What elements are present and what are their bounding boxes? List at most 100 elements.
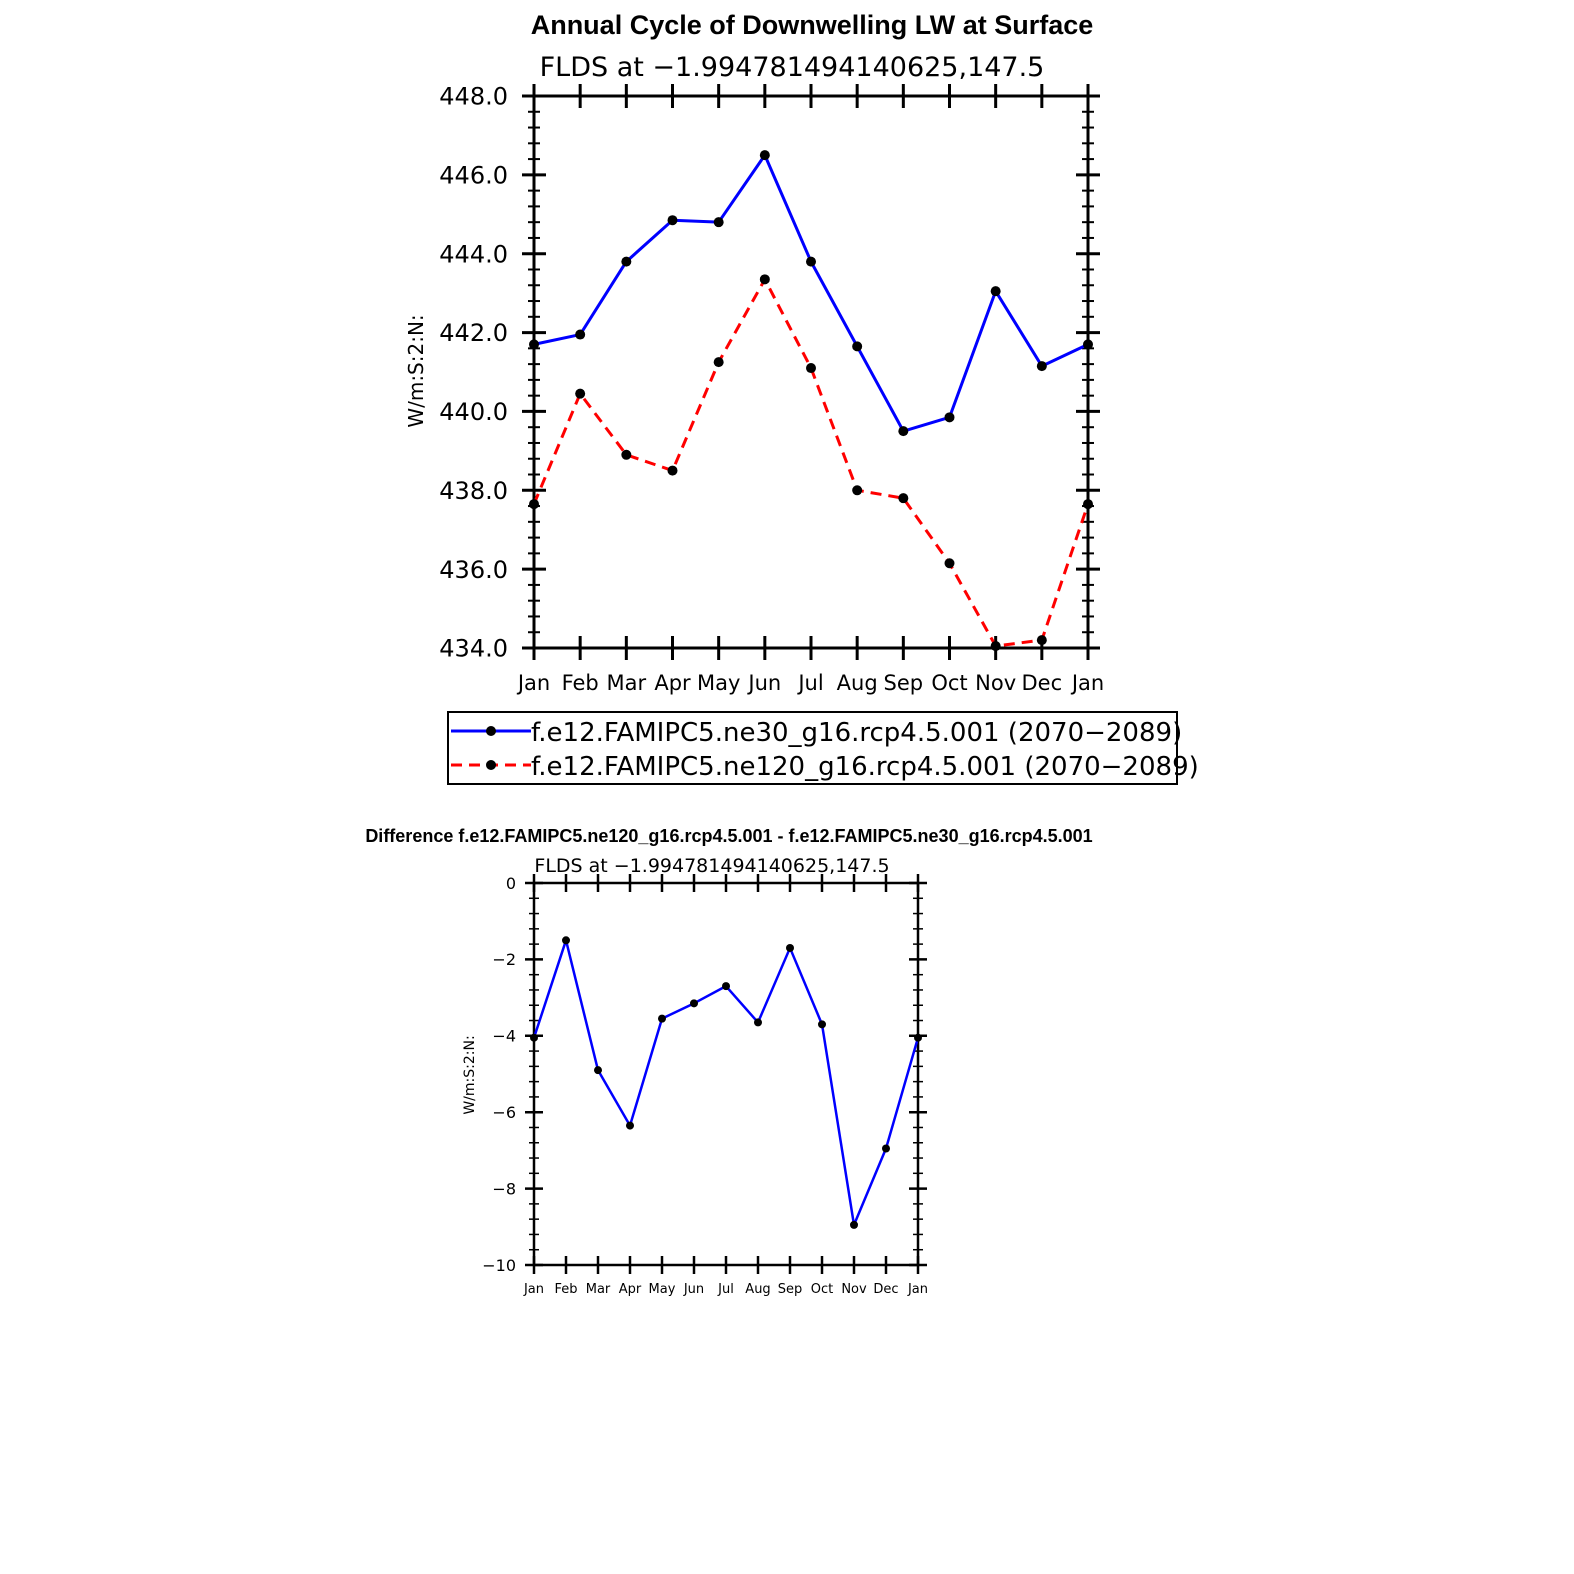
bottom-series-0-point [690, 999, 698, 1008]
bottom-ytick-label: −10 [482, 1256, 516, 1275]
bottom-series-0-point [914, 1033, 922, 1042]
top-xtick-label: Mar [607, 671, 647, 695]
top-ytick-label: 440.0 [439, 398, 508, 426]
top-chart-legend: f.e12.FAMIPC5.ne30_g16.rcp4.5.001 (2070−… [447, 711, 1199, 785]
top-chart-x-tick-labels: Jan Feb Mar Apr May Jun Jul Aug Sep Oct Nov Dec Jan [516, 671, 1104, 695]
legend-box [447, 711, 1178, 785]
bottom-chart-title: Difference f.e12.FAMIPC5.ne120_g16.rcp4.… [365, 826, 1092, 846]
annual-cycle-chart: Annual Cycle of Downwelling LW at Surfac… [404, 10, 1199, 785]
top-chart-subtitle: FLDS at −1.994781494140625,147.5 [540, 52, 1045, 83]
bottom-chart-y-tick-labels: 0 −2 −4 −6 −8 −10 [482, 874, 516, 1275]
top-series-0-point [529, 339, 539, 350]
difference-chart: Difference f.e12.FAMIPC5.ne120_g16.rcp4.… [365, 826, 1092, 1297]
top-series-0-point [944, 412, 955, 423]
bottom-xtick-label: Apr [619, 1282, 642, 1297]
top-chart-title: Annual Cycle of Downwelling LW at Surfac… [531, 10, 1094, 40]
bottom-series-0-point [818, 1020, 826, 1029]
bottom-series-0-point [594, 1066, 602, 1075]
top-xtick-label: Jun [746, 671, 781, 695]
top-ytick-label: 446.0 [439, 161, 508, 189]
top-series-1-point [898, 493, 909, 504]
legend-label-ne30: f.e12.FAMIPC5.ne30_g16.rcp4.5.001 (2070−… [531, 718, 1182, 748]
top-series-0-point [575, 329, 586, 340]
top-xtick-label: Jan [516, 671, 550, 695]
top-series-1-point [759, 274, 770, 285]
bottom-xtick-label: Jan [907, 1282, 928, 1297]
bottom-series-0-point [626, 1121, 634, 1130]
top-series-0-point [621, 256, 632, 267]
top-series-0-point [852, 341, 863, 352]
bottom-series-0-point [882, 1144, 890, 1153]
bottom-xtick-label: Jun [683, 1282, 704, 1297]
top-series-0-point [759, 150, 770, 161]
bottom-ytick-label: −2 [492, 950, 516, 969]
bottom-ytick-label: −4 [492, 1027, 516, 1046]
bottom-series-0-point [658, 1014, 666, 1023]
top-series-1-point [806, 363, 816, 374]
top-series-1-point [667, 465, 678, 476]
top-series-0-point [898, 426, 909, 437]
top-series-1-point [1036, 635, 1047, 646]
top-chart-ticks [522, 84, 1100, 660]
top-ytick-label: 438.0 [439, 477, 508, 505]
top-series-0-point [806, 256, 816, 267]
bottom-series-0-point [850, 1220, 858, 1229]
top-chart-ylabel: W/m:S:2:N: [404, 314, 428, 427]
bottom-xtick-label: May [649, 1282, 676, 1297]
top-chart-series [529, 150, 1093, 652]
bottom-ytick-label: −8 [492, 1179, 516, 1198]
bottom-ytick-label: −6 [492, 1103, 516, 1122]
top-series-1-point [713, 357, 724, 368]
top-series-line-1 [532, 277, 1090, 648]
bottom-chart-subtitle: FLDS at −1.994781494140625,147.5 [534, 855, 889, 877]
bottom-chart-ticks [525, 874, 927, 1274]
bottom-chart-x-tick-labels: Jan Feb Mar Apr May Jun Jul Aug Sep Oct Nov Dec Jan [523, 1282, 928, 1297]
bottom-xtick-label: Dec [873, 1282, 898, 1297]
top-xtick-label: Oct [931, 671, 967, 695]
top-xtick-label: May [697, 671, 740, 695]
bottom-series-0-point [754, 1018, 762, 1027]
top-xtick-label: Sep [884, 671, 924, 695]
legend-label-ne120: f.e12.FAMIPC5.ne120_g16.rcp4.5.001 (2070… [531, 752, 1199, 782]
top-series-0-point [1083, 339, 1093, 350]
bottom-chart-series [530, 936, 922, 1229]
legend-marker-ne120 [486, 760, 496, 770]
top-ytick-label: 448.0 [439, 83, 508, 111]
top-chart-y-tick-labels: 434.0 436.0 438.0 440.0 442.0 444.0 446.0 448.0 [439, 83, 508, 663]
top-xtick-label: Apr [654, 671, 691, 695]
bottom-xtick-label: Oct [811, 1282, 833, 1297]
bottom-series-0-point [530, 1033, 538, 1042]
bottom-series-0-point [562, 936, 570, 945]
bottom-series-0-point [722, 982, 730, 991]
bottom-xtick-label: Feb [554, 1282, 577, 1297]
top-series-1-point [944, 558, 955, 569]
top-series-0-point [1036, 361, 1047, 372]
bottom-series-0-point [786, 943, 794, 952]
top-series-1-point [852, 485, 863, 496]
top-series-0-point [667, 215, 678, 226]
top-series-1-point [575, 388, 586, 399]
top-xtick-label: Dec [1022, 671, 1063, 695]
top-series-0-point [713, 217, 724, 228]
top-xtick-label: Jul [796, 671, 823, 695]
top-ytick-label: 444.0 [439, 240, 508, 268]
top-ytick-label: 442.0 [439, 319, 508, 347]
top-series-0-point [990, 286, 1001, 297]
bottom-xtick-label: Nov [841, 1282, 867, 1297]
bottom-xtick-label: Aug [745, 1282, 770, 1297]
bottom-xtick-label: Jan [523, 1282, 544, 1297]
top-series-1-point [529, 499, 539, 510]
top-ytick-label: 436.0 [439, 556, 508, 584]
top-series-line-0 [533, 153, 1089, 433]
top-series-1-point [1083, 499, 1093, 510]
bottom-xtick-label: Sep [778, 1282, 803, 1297]
top-xtick-label: Jan [1070, 671, 1104, 695]
bottom-chart-ylabel: W/m:S:2:N: [462, 1035, 478, 1114]
top-xtick-label: Nov [975, 671, 1016, 695]
bottom-ytick-label: 0 [506, 874, 516, 893]
top-ytick-label: 434.0 [439, 635, 508, 663]
top-xtick-label: Feb [562, 671, 599, 695]
top-series-1-point [621, 449, 632, 460]
top-xtick-label: Aug [837, 671, 878, 695]
